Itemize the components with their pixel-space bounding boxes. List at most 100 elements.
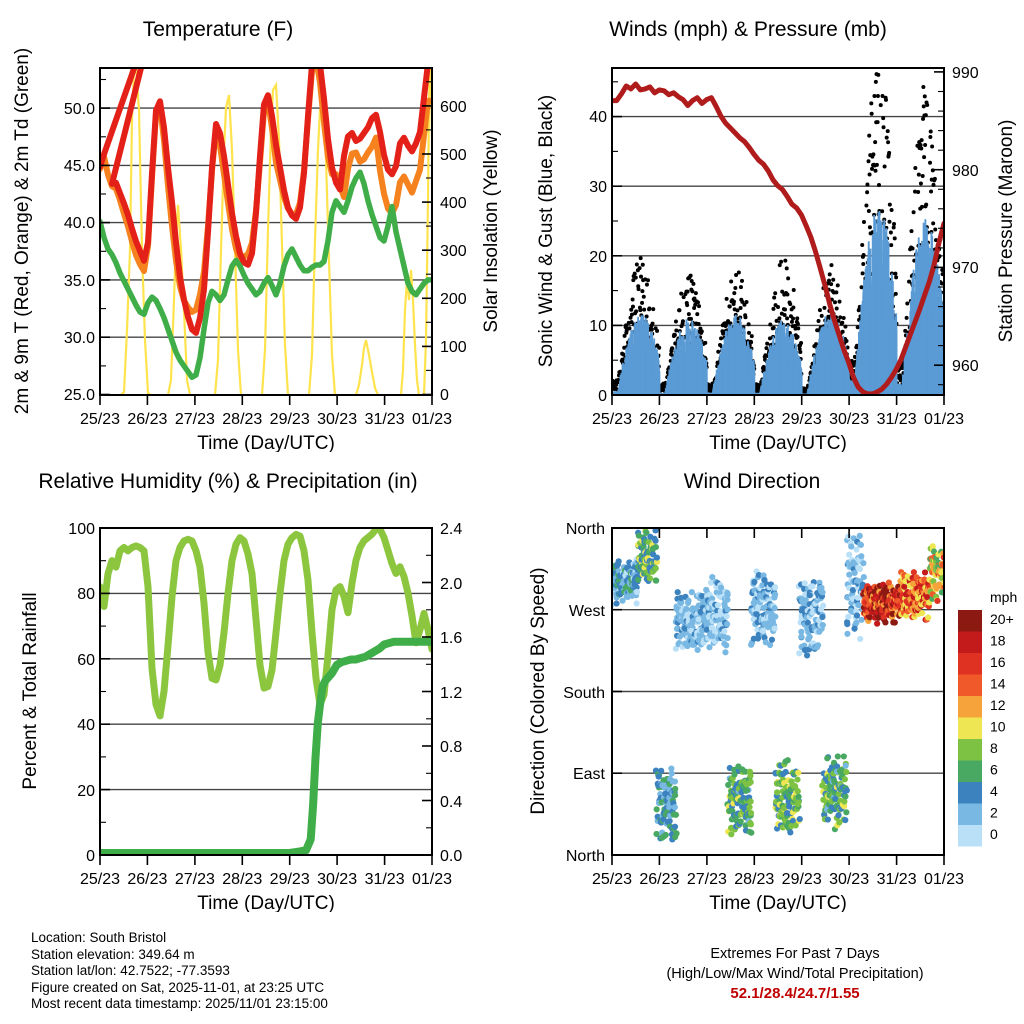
svg-text:600: 600 <box>440 99 467 116</box>
winds-xlabel: Time (Day/UTC) <box>709 433 847 452</box>
gust-point <box>645 278 650 283</box>
gust-point <box>771 325 776 330</box>
precip-right-ticks <box>422 527 432 856</box>
winds-ylabel-right: Station Pressure (Maroon) <box>996 120 1017 343</box>
gust-point <box>703 340 708 345</box>
wind-direction-point <box>772 613 779 620</box>
svg-text:40.0: 40.0 <box>64 215 95 232</box>
wind-direction-point <box>751 578 758 586</box>
humidity-xlabel: Time (Day/UTC) <box>197 893 335 912</box>
wind-direction-point <box>851 569 858 577</box>
svg-text:10: 10 <box>589 318 607 335</box>
gust-point <box>912 189 917 194</box>
gust-point <box>691 281 696 286</box>
gust-point <box>777 263 782 268</box>
svg-text:0.4: 0.4 <box>440 794 462 811</box>
wind-direction-point <box>655 773 662 780</box>
gust-point <box>749 340 754 345</box>
gust-point <box>855 325 860 330</box>
wind-direction-point <box>846 551 853 558</box>
wind-direction-point <box>666 817 673 825</box>
colorbar-band <box>958 674 982 696</box>
colorbar-band <box>958 825 982 847</box>
svg-text:990: 990 <box>952 65 979 82</box>
gust-point <box>837 299 842 304</box>
gust-point <box>835 283 840 288</box>
gust-point <box>873 79 878 84</box>
wind-direction-point <box>774 789 781 796</box>
gust-point <box>787 331 792 336</box>
gust-point <box>880 94 885 99</box>
svg-text:980: 980 <box>952 163 979 180</box>
temperature-title: Temperature (F) <box>142 18 294 41</box>
gust-point <box>634 262 639 267</box>
wind-direction-point <box>824 816 831 823</box>
wind-direction-point <box>938 589 944 596</box>
wind-direction-point <box>759 582 766 589</box>
wind-direction-point <box>709 573 716 581</box>
footer-line-elevation: Station elevation: 349.64 m <box>31 946 195 962</box>
svg-text:East: East <box>573 766 606 783</box>
gust-point <box>685 303 690 308</box>
wind-direction-point <box>939 575 944 582</box>
wind-direction-point <box>613 600 620 607</box>
wind-direction-point <box>694 646 701 654</box>
gust-point <box>637 266 642 271</box>
svg-text:300: 300 <box>440 243 467 260</box>
wind-direction-point <box>819 622 826 629</box>
wind-direction-point <box>658 767 665 774</box>
svg-text:200: 200 <box>440 291 467 308</box>
wind-direction-point <box>866 614 873 621</box>
wind-direction-point <box>853 619 860 626</box>
gust-point <box>866 208 871 213</box>
temperature-left-ticklabels: 25.030.035.0 40.045.050.0 <box>64 101 95 404</box>
wind-direction-point <box>843 787 850 794</box>
colorbar-tick-label: 0 <box>990 826 998 842</box>
colorbar-tick-label: 20+ <box>990 611 1014 627</box>
wind-direction-point <box>834 753 841 760</box>
gust-point <box>795 321 800 326</box>
gust-point <box>929 189 934 194</box>
gust-point <box>923 113 928 118</box>
svg-text:31/23: 31/23 <box>877 411 917 428</box>
wind-direction-point <box>794 801 801 808</box>
wind-direction-point <box>742 822 749 829</box>
gust-point <box>768 322 773 327</box>
gust-point <box>921 85 926 90</box>
gust-point <box>785 316 790 321</box>
wind-direction-point <box>640 543 647 550</box>
wind-direction-point <box>646 575 653 582</box>
gust-point <box>729 279 734 284</box>
gust-point <box>916 172 921 177</box>
wind-direction-point <box>803 652 811 659</box>
wind-direction-point <box>919 609 926 617</box>
wind-direction-point <box>804 619 811 626</box>
gust-point <box>791 305 796 310</box>
gust-point <box>889 243 894 248</box>
wind-direction-point <box>731 771 738 778</box>
wind-direction-point <box>652 537 659 544</box>
colorbar-band <box>958 782 982 804</box>
wind-direction-point <box>925 614 932 621</box>
wind-direction-point <box>844 630 851 637</box>
humidity-x-ticks <box>99 855 433 865</box>
gust-point <box>724 296 729 301</box>
wind-direction-point <box>891 619 898 626</box>
wind-direction-point <box>747 798 754 805</box>
wind-direction-point <box>653 806 660 813</box>
speed-colorbar: mph 20+ 18 16 14 12 10 8 6 4 2 0 <box>950 592 1024 862</box>
sonic-wind-bar <box>753 368 756 395</box>
colorbar-tick-label: 14 <box>990 676 1006 692</box>
wind-direction-point <box>724 606 731 613</box>
svg-text:970: 970 <box>952 260 979 277</box>
gust-point <box>865 190 870 195</box>
gust-point <box>716 349 721 354</box>
gust-point <box>641 294 646 299</box>
wind-direction-point <box>818 584 825 591</box>
gust-point <box>907 279 912 284</box>
wind-direction-point <box>724 591 731 598</box>
gust-point <box>782 313 787 318</box>
wind-direction-point <box>652 528 659 534</box>
wind-direction-point <box>723 642 730 649</box>
